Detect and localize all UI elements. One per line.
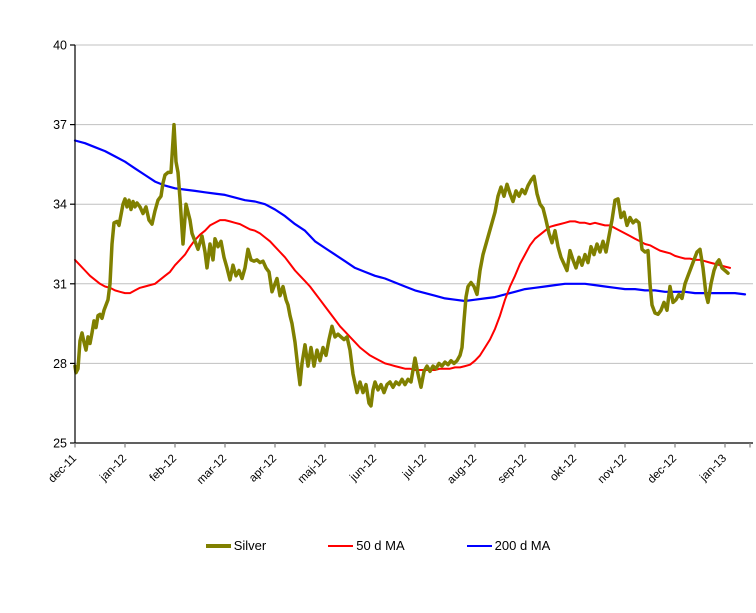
y-tick-label: 40 — [53, 39, 67, 53]
x-tick-label: apr-12 — [247, 453, 279, 485]
series-line-50-d-ma — [74, 219, 731, 371]
x-tick-label: jan-12 — [97, 453, 129, 485]
legend-label: Silver — [233, 538, 267, 553]
x-tick-label: maj-12 — [296, 453, 329, 486]
legend-line-swatch — [466, 544, 492, 547]
y-tick-label: 37 — [53, 118, 67, 132]
x-tick-label: dec-12 — [646, 453, 679, 486]
series-line-200-d-ma — [73, 139, 747, 303]
x-tick-label: sep-12 — [496, 453, 529, 486]
legend-line-swatch — [328, 544, 354, 547]
x-tick-label: dec-11 — [46, 453, 79, 486]
x-tick-label: jul-12 — [400, 453, 429, 482]
chart-legend: Silver 50 d MA 200 d MA — [0, 538, 756, 553]
x-tick-label: okt-12 — [548, 453, 579, 484]
x-tick-label: nov-12 — [596, 453, 629, 486]
y-tick-label: 31 — [53, 277, 67, 291]
x-tick-label: jun-12 — [347, 453, 379, 485]
series-line-silver — [73, 122, 730, 408]
legend-line-swatch — [205, 543, 231, 548]
legend-item-200-d-ma: 200 d MA — [466, 538, 551, 553]
x-tick-label: jan-13 — [697, 453, 729, 485]
x-tick-label: mar-12 — [195, 453, 229, 487]
legend-label: 50 d MA — [356, 538, 405, 553]
legend-item-silver: Silver — [205, 538, 267, 553]
y-tick-label: 25 — [53, 437, 67, 451]
y-tick-label: 34 — [53, 198, 67, 212]
legend-label: 200 d MA — [494, 538, 551, 553]
x-tick-label: feb-12 — [148, 453, 180, 485]
x-tick-label: aug-12 — [445, 453, 479, 487]
y-tick-label: 28 — [53, 357, 67, 371]
legend-item-50-d-ma: 50 d MA — [328, 538, 405, 553]
